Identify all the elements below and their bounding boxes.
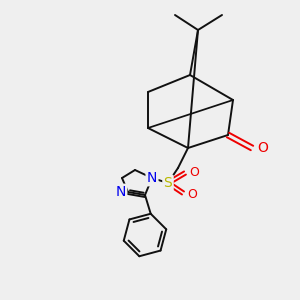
Text: O: O bbox=[189, 166, 199, 178]
Text: O: O bbox=[187, 188, 197, 200]
Text: N: N bbox=[116, 185, 126, 199]
Text: S: S bbox=[164, 176, 172, 190]
Text: O: O bbox=[257, 141, 268, 155]
Text: N: N bbox=[147, 171, 157, 185]
